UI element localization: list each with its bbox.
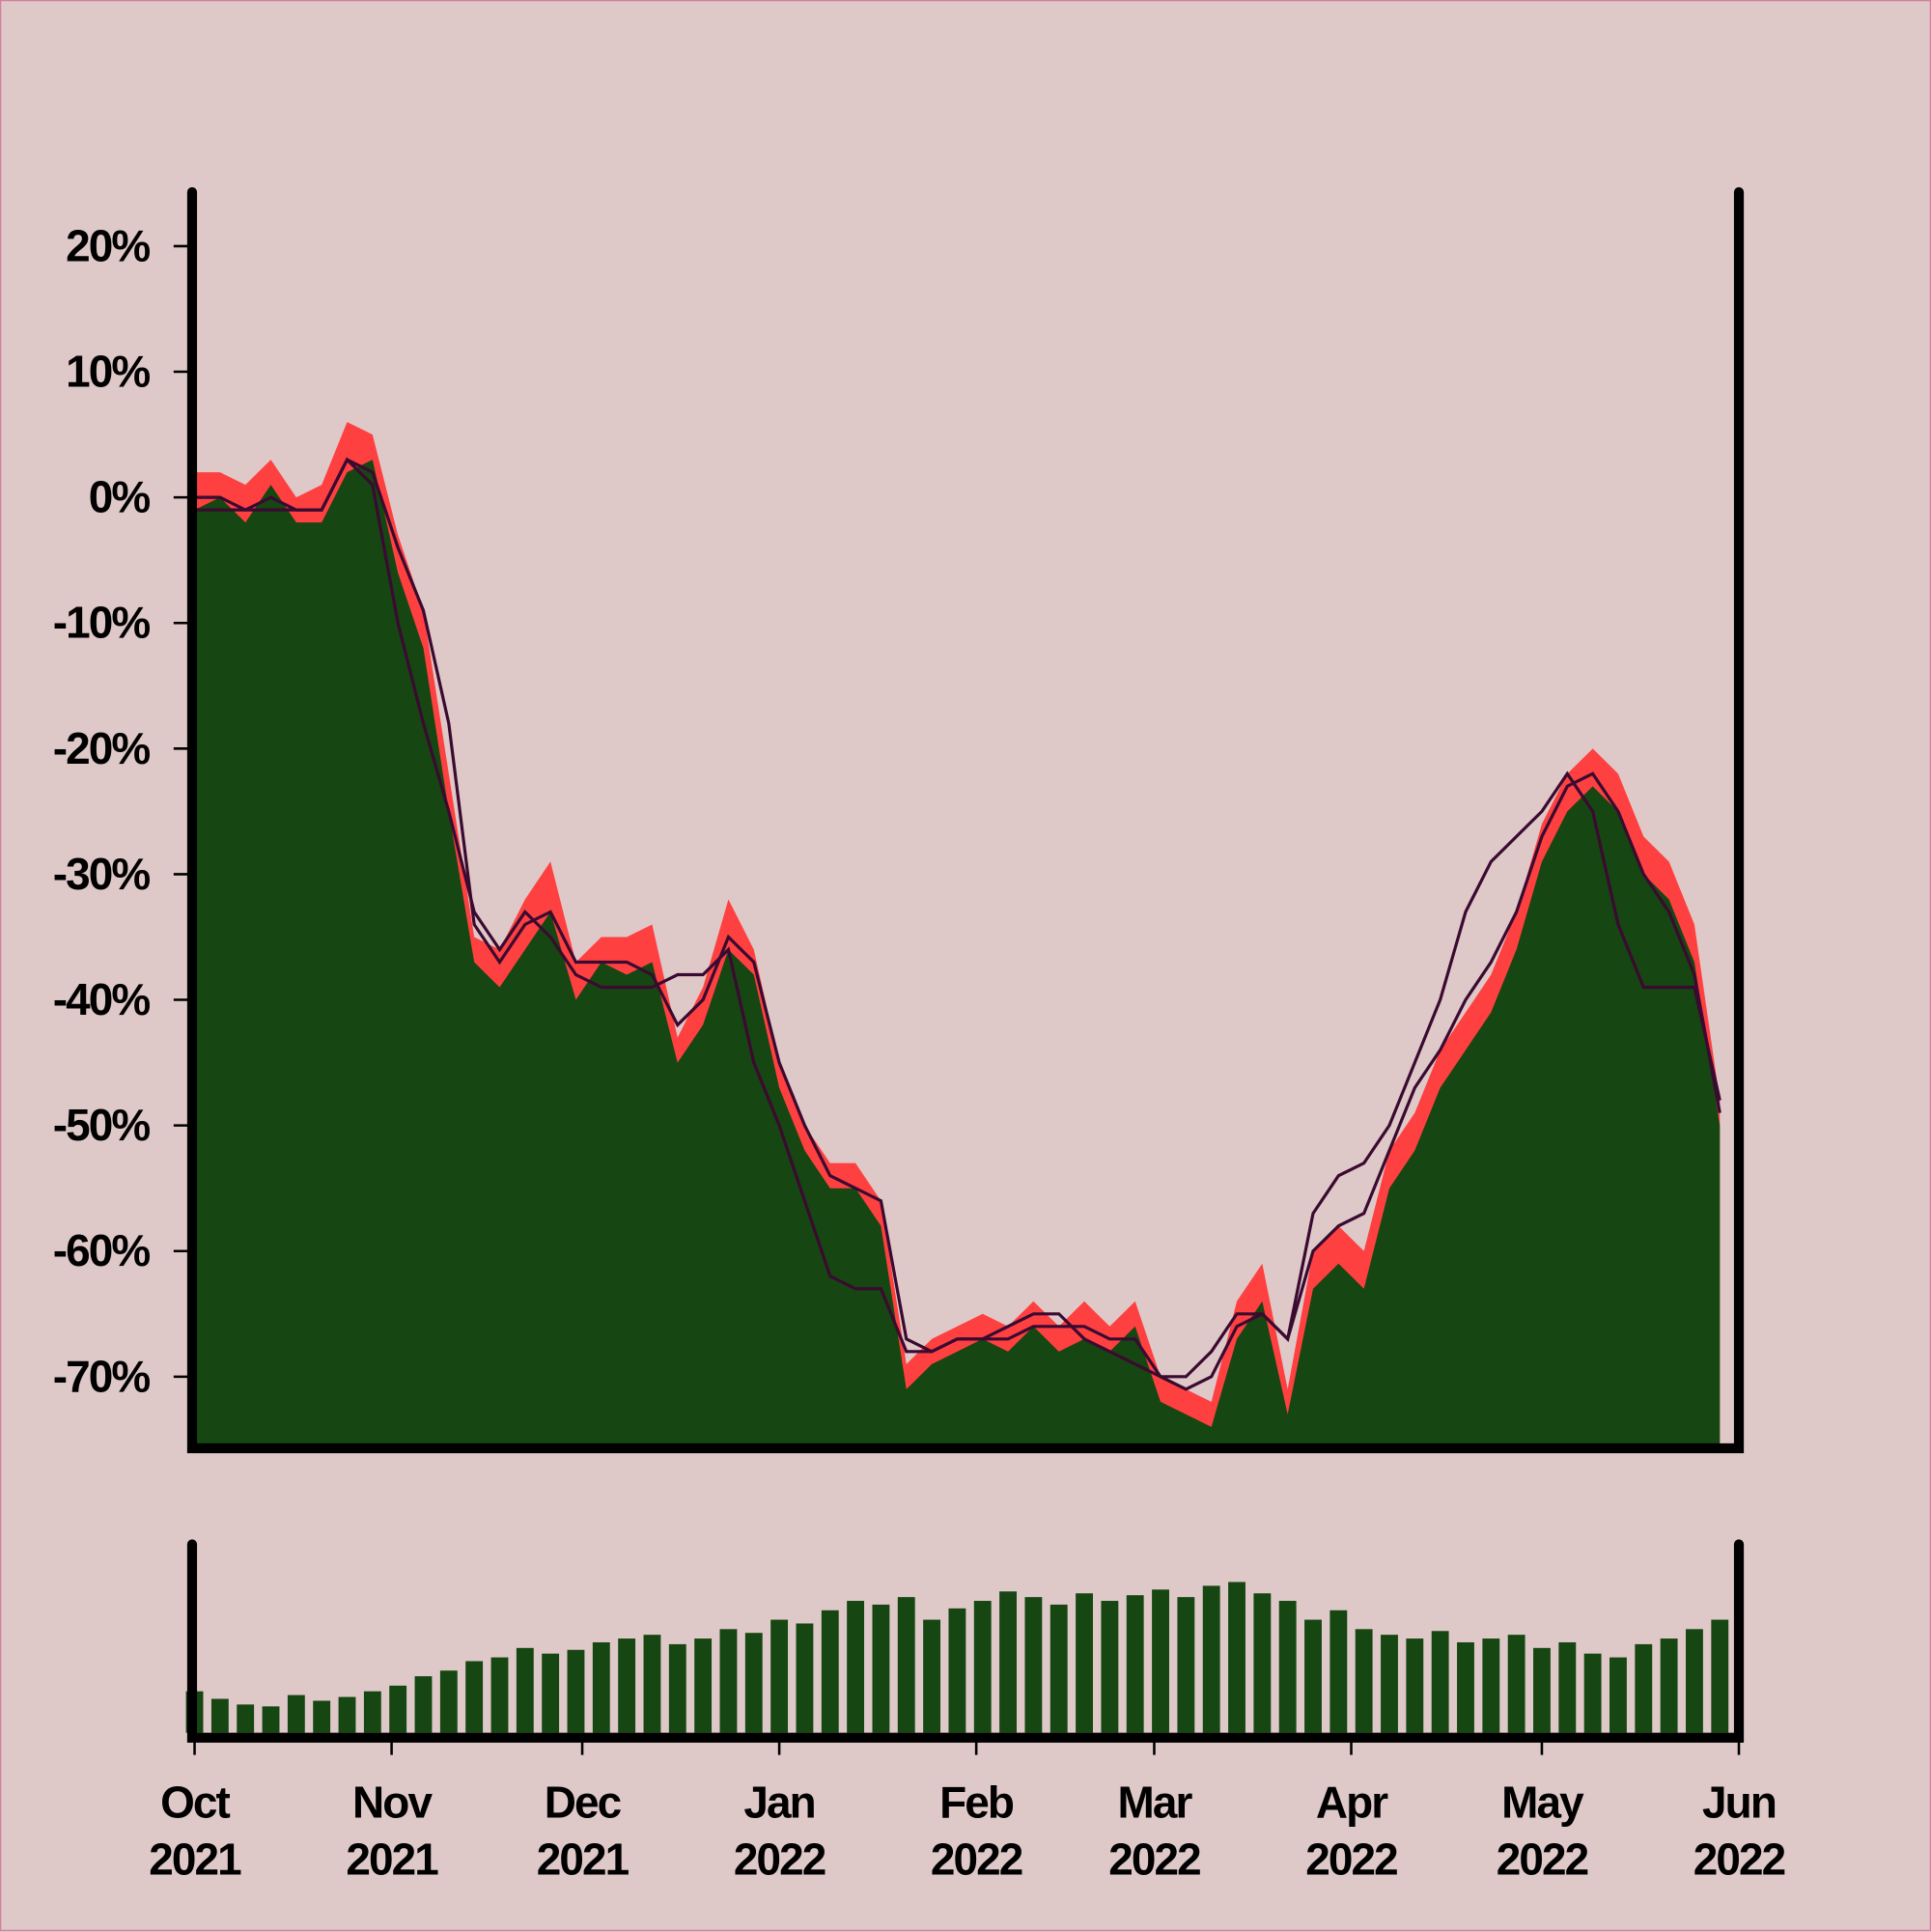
volume-bar	[439, 1670, 458, 1733]
volume-bar	[516, 1647, 534, 1733]
volume-bar	[821, 1610, 839, 1733]
axis-frame	[186, 186, 1745, 1454]
volume-bar	[1686, 1629, 1703, 1733]
volume-bar	[313, 1700, 331, 1733]
volume-bar	[1152, 1589, 1169, 1733]
volume-bar	[847, 1601, 865, 1733]
volume-bar	[1533, 1647, 1551, 1733]
volume-bar	[287, 1694, 305, 1733]
volume-bar	[490, 1657, 509, 1733]
volume-bar	[1583, 1653, 1602, 1733]
volume-bar	[210, 1698, 229, 1733]
volume-bar	[1635, 1643, 1653, 1733]
volume-bar	[1329, 1610, 1348, 1733]
volume-bar	[1558, 1641, 1577, 1733]
volume-bar	[1126, 1595, 1144, 1733]
volume-bar	[414, 1676, 433, 1733]
volume-bar	[1101, 1601, 1119, 1733]
volume-bar	[948, 1608, 966, 1733]
volume-bar	[1711, 1619, 1729, 1733]
volume-bar	[1406, 1638, 1424, 1733]
volume-bar	[1049, 1604, 1068, 1733]
volume-bar	[1228, 1582, 1245, 1733]
volume-frame	[186, 1539, 1745, 1743]
volume-bar	[1457, 1641, 1474, 1733]
y-tick-label: -30%	[52, 848, 151, 899]
volume-bar	[1507, 1635, 1525, 1733]
volume-bar	[770, 1619, 789, 1733]
y-tick-label: -60%	[52, 1224, 151, 1276]
volume-bar	[1304, 1619, 1322, 1733]
volume-bar	[1177, 1597, 1195, 1733]
volume-bar	[999, 1591, 1017, 1733]
volume-bar	[262, 1706, 280, 1733]
volume-bar	[923, 1619, 941, 1733]
volume-bar	[872, 1604, 890, 1733]
volume-bar	[1253, 1593, 1272, 1733]
volume-bar	[1660, 1638, 1678, 1733]
x-tick-label: Feb 2022	[930, 1777, 1023, 1885]
volume-bar	[1431, 1631, 1449, 1733]
x-tick-label: Jun 2022	[1693, 1777, 1786, 1885]
y-tick-label: -20%	[52, 722, 151, 773]
volume-bar	[1482, 1638, 1500, 1733]
x-tick-label: Dec 2021	[536, 1777, 630, 1885]
y-tick-label: 20%	[66, 220, 151, 271]
volume-bar	[465, 1661, 484, 1733]
x-tick-label: Nov 2021	[346, 1777, 438, 1885]
volume-bar	[973, 1601, 992, 1733]
volume-bar	[592, 1641, 610, 1733]
volume-bar	[668, 1643, 686, 1733]
volume-bar	[567, 1649, 585, 1733]
y-tick-label: -70%	[52, 1351, 151, 1402]
volume-bar	[237, 1704, 255, 1733]
y-tick-label: 10%	[66, 346, 151, 397]
y-tick-label: 0%	[88, 471, 151, 522]
volume-bar	[1076, 1593, 1093, 1733]
volume-bar	[1609, 1657, 1627, 1733]
volume-bar	[1024, 1597, 1043, 1733]
volume-bar	[618, 1638, 636, 1733]
volume-bar	[796, 1623, 814, 1733]
volume-bar	[363, 1691, 381, 1733]
x-tick-label: Jan 2022	[733, 1777, 826, 1885]
volume-bar	[542, 1653, 560, 1733]
x-tick-label: Mar 2022	[1108, 1777, 1201, 1885]
x-tick-label: Oct 2021	[149, 1777, 241, 1885]
y-tick-label: -10%	[52, 597, 151, 648]
volume-bar	[643, 1635, 661, 1733]
volume-bar	[1202, 1585, 1220, 1733]
y-tick-label: -50%	[52, 1099, 151, 1151]
volume-bar	[338, 1696, 356, 1733]
line-series	[194, 457, 1721, 1379]
volume-bar	[1278, 1601, 1297, 1733]
x-tick-label: May 2022	[1496, 1777, 1589, 1885]
volume-bar	[1355, 1629, 1373, 1733]
volume-bar	[694, 1638, 713, 1733]
x-tick-label: Apr 2022	[1305, 1777, 1398, 1885]
volume-bar	[744, 1633, 763, 1733]
area-series	[194, 460, 1721, 1448]
volume-bar	[897, 1597, 915, 1733]
volume-bar	[719, 1629, 738, 1733]
volume-bar	[1381, 1635, 1398, 1733]
y-tick-label: -40%	[52, 973, 151, 1025]
volume-bar	[389, 1685, 407, 1733]
